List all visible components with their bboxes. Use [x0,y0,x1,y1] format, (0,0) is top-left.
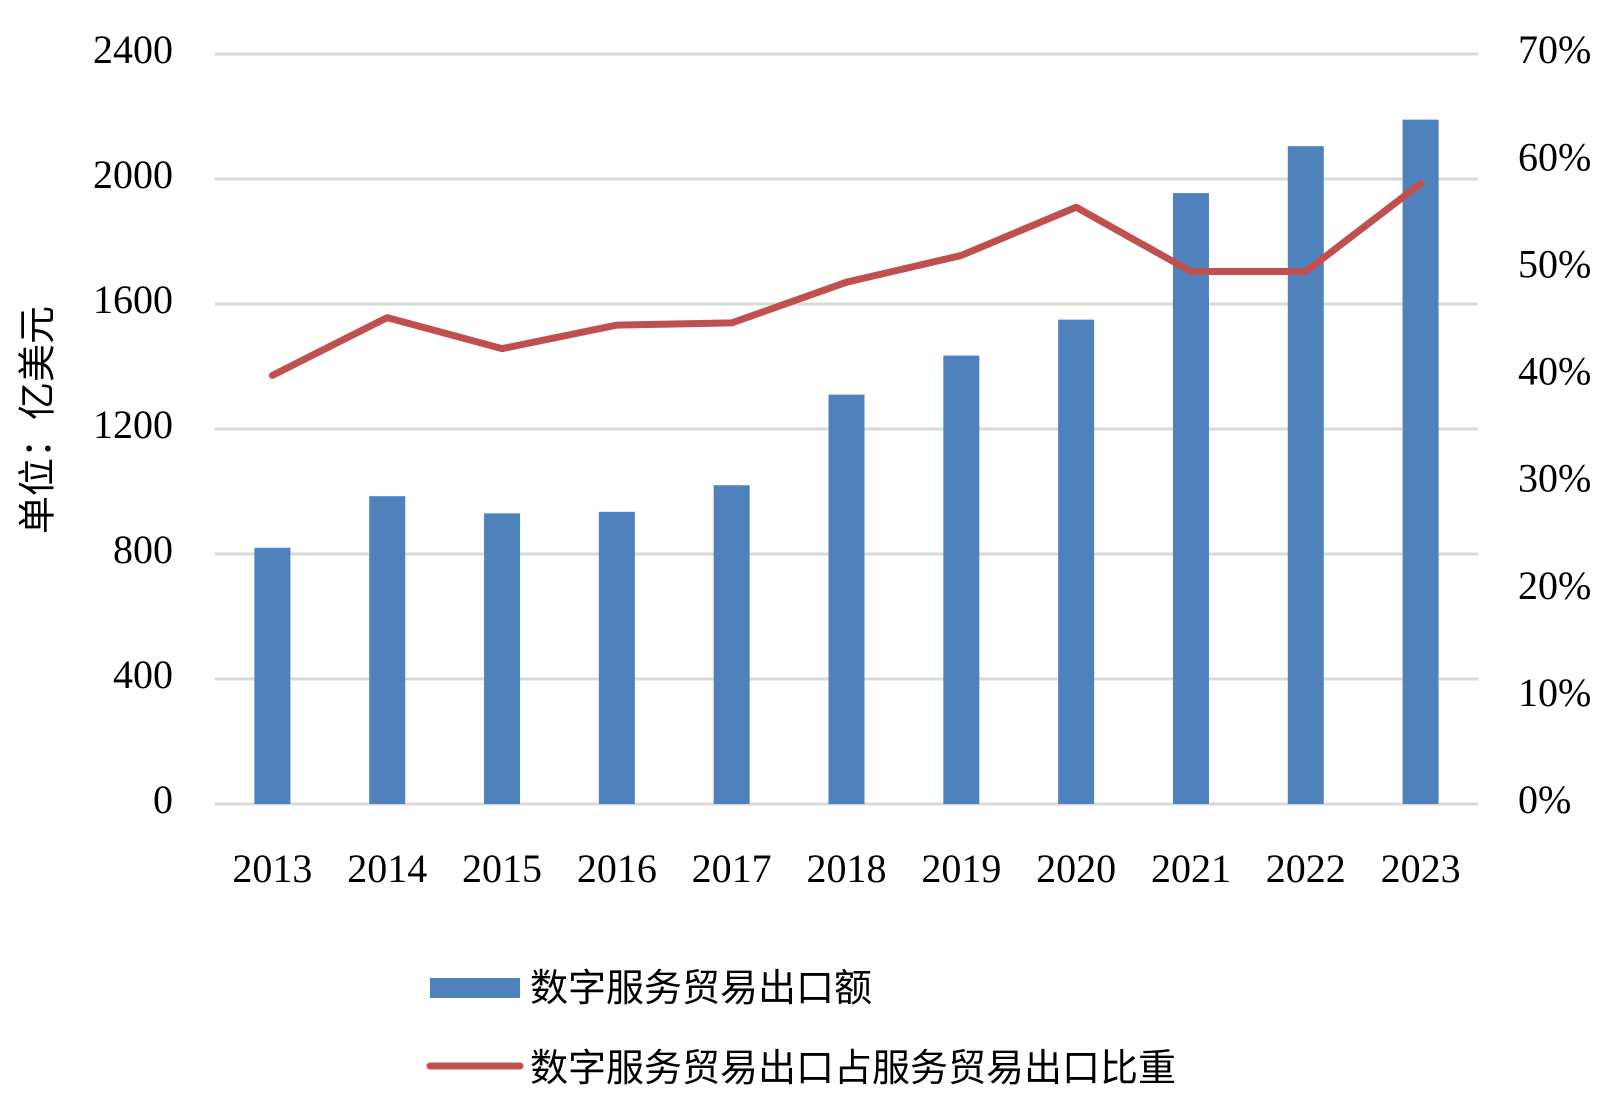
y-tick-label: 2400 [93,27,173,72]
y2-tick-label: 20% [1518,563,1591,608]
y2-tick-label: 50% [1518,241,1591,286]
x-tick-label: 2015 [462,846,542,891]
y-tick-label: 800 [113,527,173,572]
y-tick-label: 1600 [93,277,173,322]
x-tick-label: 2022 [1266,846,1346,891]
bar [598,511,635,804]
bar [713,485,750,804]
line-series-path [268,180,1425,379]
y2-tick-label: 60% [1518,134,1591,179]
x-tick-label: 2014 [347,846,427,891]
x-tick-label: 2013 [232,846,312,891]
bar [369,496,406,804]
bar-series [254,119,1439,804]
y2-tick-label: 10% [1518,670,1591,715]
y2-tick-label: 30% [1518,456,1591,501]
legend-bar-label: 数字服务贸易出口额 [530,966,872,1010]
bar [828,394,865,804]
y-tick-label: 400 [113,652,173,697]
y-tick-label: 0 [153,777,173,822]
bar [1058,319,1095,804]
legend-bar-swatch [430,978,520,998]
x-axis-ticks: 2013 2014 2015 2016 2017 2018 2019 2020 2021 2022… [232,846,1460,891]
y2-tick-label: 70% [1518,27,1591,72]
y2-tick-label: 40% [1518,349,1591,394]
x-tick-label: 2021 [1151,846,1231,891]
x-tick-label: 2017 [692,846,772,891]
bar [484,513,521,804]
x-tick-label: 2016 [577,846,657,891]
y-tick-label: 1200 [93,402,173,447]
legend: 数字服务贸易出口额 数字服务贸易出口占服务贸易出口比重 [426,966,1176,1090]
x-tick-label: 2019 [921,846,1001,891]
bar [1287,146,1324,804]
x-tick-label: 2018 [807,846,887,891]
y-axis-label: 单位：亿美元 [16,306,60,534]
line-series [268,180,1425,379]
x-tick-label: 2023 [1381,846,1461,891]
y2-tick-label: 0% [1518,777,1571,822]
bar [1172,193,1209,804]
left-axis-ticks: 0 400 800 1200 1600 2000 2400 [93,27,173,822]
legend-line-label: 数字服务贸易出口占服务贸易出口比重 [530,1046,1176,1090]
y-tick-label: 2000 [93,152,173,197]
bar [1402,119,1439,804]
right-axis-ticks: 0% 10% 20% 30% 40% 50% 60% 70% [1518,27,1591,822]
bar [943,355,980,804]
bar [254,547,291,804]
x-tick-label: 2020 [1036,846,1116,891]
